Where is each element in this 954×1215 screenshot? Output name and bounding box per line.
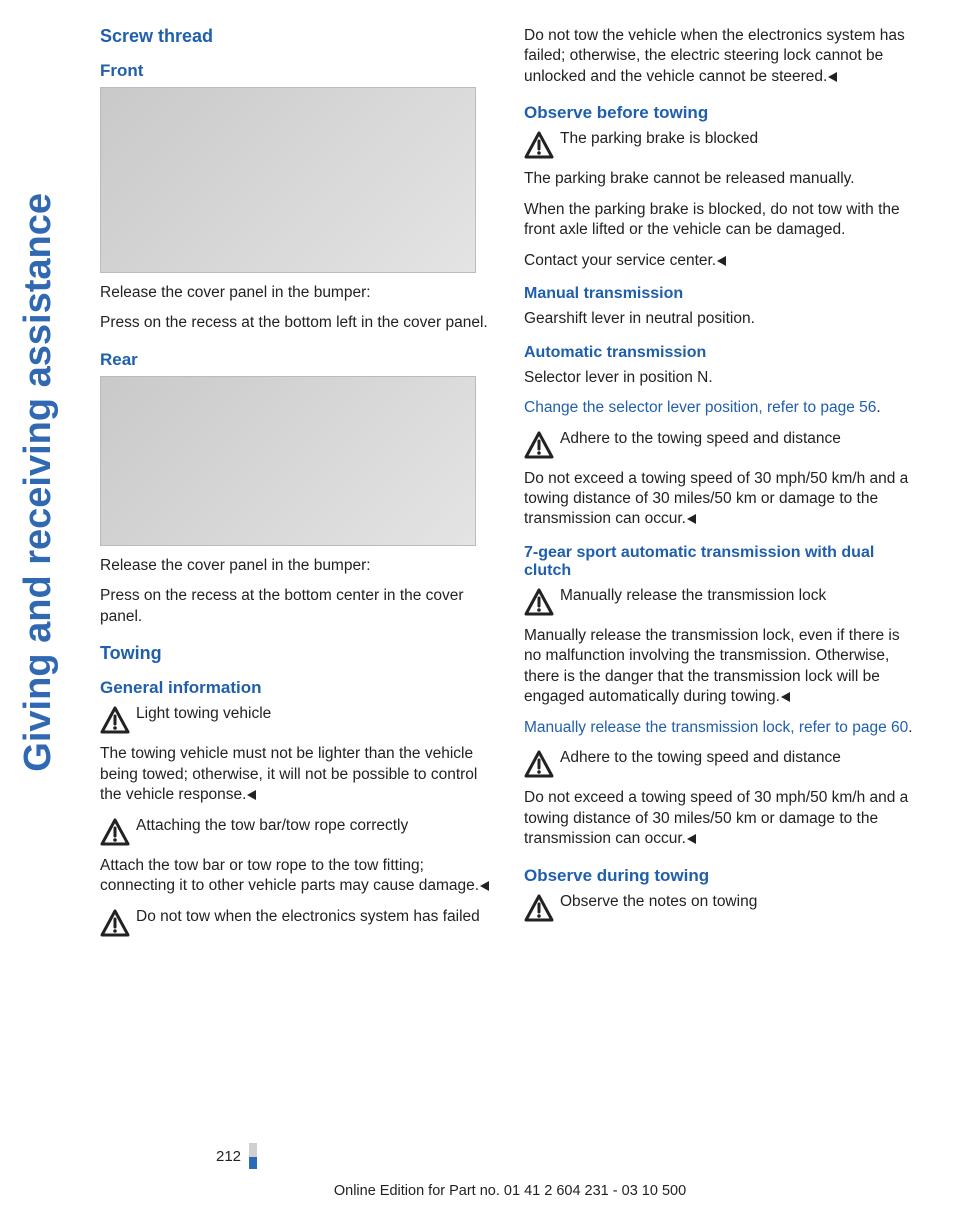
lock-link-text[interactable]: Manually release the transmission lock, … <box>524 719 908 736</box>
warning-icon <box>524 894 554 924</box>
front-p2: Press on the recess at the bottom left i… <box>100 313 496 333</box>
image-rear-bumper <box>100 376 476 546</box>
heading-rear: Rear <box>100 350 496 370</box>
heading-towing: Towing <box>100 643 496 664</box>
warning-towing-speed-2: Adhere to the towing speed and distance <box>524 748 920 780</box>
warning-towing-speed-2-body-text: Do not exceed a towing speed of 30 mph/5… <box>524 789 908 847</box>
end-marker-icon <box>687 514 696 524</box>
rear-p2: Press on the recess at the bottom center… <box>100 586 496 627</box>
end-marker-icon <box>828 72 837 82</box>
page-bar-icon <box>249 1143 257 1169</box>
warning-observe-during-title: Observe the notes on towing <box>560 892 757 912</box>
heading-observe-during: Observe during towing <box>524 866 920 886</box>
content-area: Screw thread Front Release the cover pan… <box>100 26 920 947</box>
warning-towing-speed-2-body: Do not exceed a towing speed of 30 mph/5… <box>524 788 920 849</box>
warning-light-towing: Light towing vehicle <box>100 704 496 736</box>
warning-trans-lock: Manually release the transmission lock <box>524 586 920 618</box>
parking-brake-p1: When the parking brake is blocked, do no… <box>524 200 920 241</box>
electronics-cont: Do not tow the vehicle when the electron… <box>524 26 920 87</box>
heading-7gear: 7-gear sport automatic transmission with… <box>524 544 920 580</box>
parking-brake-p2: Contact your service center. <box>524 251 920 271</box>
heading-general-info: General information <box>100 678 496 698</box>
warning-icon <box>100 818 130 848</box>
parking-brake-p2-text: Contact your service center. <box>524 252 716 269</box>
warning-icon <box>524 131 554 161</box>
heading-auto-trans: Automatic transmission <box>524 344 920 362</box>
rear-p1: Release the cover panel in the bumper: <box>100 556 496 576</box>
end-marker-icon <box>781 692 790 702</box>
warning-electronics-failed: Do not tow when the electronics system h… <box>100 907 496 939</box>
warning-tow-bar: Attaching the tow bar/tow rope correctly <box>100 816 496 848</box>
warning-icon <box>524 431 554 461</box>
lock-link[interactable]: Manually release the transmission lock, … <box>524 718 920 738</box>
warning-electronics-failed-title: Do not tow when the electronics system h… <box>136 907 480 927</box>
warning-light-towing-body: The towing vehicle must not be lighter t… <box>100 744 496 805</box>
warning-tow-bar-body: Attach the tow bar or tow rope to the to… <box>100 856 496 897</box>
warning-towing-speed-1-title: Adhere to the towing speed and distance <box>560 429 841 449</box>
manual-p: Gearshift lever in neutral position. <box>524 309 920 329</box>
footer: 212 Online Edition for Part no. 01 41 2 … <box>100 1143 920 1199</box>
warning-light-towing-body-text: The towing vehicle must not be lighter t… <box>100 745 477 803</box>
auto-p: Selector lever in position N. <box>524 368 920 388</box>
warning-icon <box>524 750 554 780</box>
warning-observe-during: Observe the notes on towing <box>524 892 920 924</box>
end-marker-icon <box>687 834 696 844</box>
heading-manual-trans: Manual transmission <box>524 285 920 303</box>
end-marker-icon <box>480 881 489 891</box>
auto-link-text[interactable]: Change the selector lever position, refe… <box>524 399 876 416</box>
end-marker-icon <box>247 790 256 800</box>
warning-parking-brake: The parking brake is blocked <box>524 129 920 161</box>
page-number-row: 212 <box>216 1143 920 1169</box>
warning-trans-lock-title: Manually release the transmission lock <box>560 586 826 606</box>
warning-light-towing-title: Light towing vehicle <box>136 704 271 724</box>
warning-towing-speed-1: Adhere to the towing speed and distance <box>524 429 920 461</box>
warning-towing-speed-2-title: Adhere to the towing speed and distance <box>560 748 841 768</box>
front-p1: Release the cover panel in the bumper: <box>100 283 496 303</box>
electronics-cont-text: Do not tow the vehicle when the electron… <box>524 27 905 85</box>
warning-tow-bar-title: Attaching the tow bar/tow rope correctly <box>136 816 408 836</box>
warning-tow-bar-body-text: Attach the tow bar or tow rope to the to… <box>100 857 479 894</box>
warning-parking-brake-body: The parking brake cannot be released man… <box>524 169 920 189</box>
right-column: Do not tow the vehicle when the electron… <box>524 26 920 947</box>
footer-line: Online Edition for Part no. 01 41 2 604 … <box>100 1183 920 1199</box>
heading-observe-before: Observe before towing <box>524 103 920 123</box>
auto-link[interactable]: Change the selector lever position, refe… <box>524 398 920 418</box>
heading-front: Front <box>100 61 496 81</box>
warning-towing-speed-1-body: Do not exceed a towing speed of 30 mph/5… <box>524 469 920 530</box>
side-tab: Giving and receiving assistance <box>14 12 62 772</box>
warning-icon <box>100 706 130 736</box>
warning-icon <box>524 588 554 618</box>
warning-trans-lock-body: Manually release the transmission lock, … <box>524 626 920 708</box>
page-number: 212 <box>216 1148 241 1165</box>
side-tab-text: Giving and receiving assistance <box>17 193 60 772</box>
image-front-bumper <box>100 87 476 273</box>
heading-screw-thread: Screw thread <box>100 26 496 47</box>
warning-towing-speed-1-body-text: Do not exceed a towing speed of 30 mph/5… <box>524 470 908 528</box>
warning-trans-lock-body-text: Manually release the transmission lock, … <box>524 627 900 705</box>
end-marker-icon <box>717 256 726 266</box>
warning-parking-brake-title: The parking brake is blocked <box>560 129 758 149</box>
left-column: Screw thread Front Release the cover pan… <box>100 26 496 947</box>
warning-icon <box>100 909 130 939</box>
